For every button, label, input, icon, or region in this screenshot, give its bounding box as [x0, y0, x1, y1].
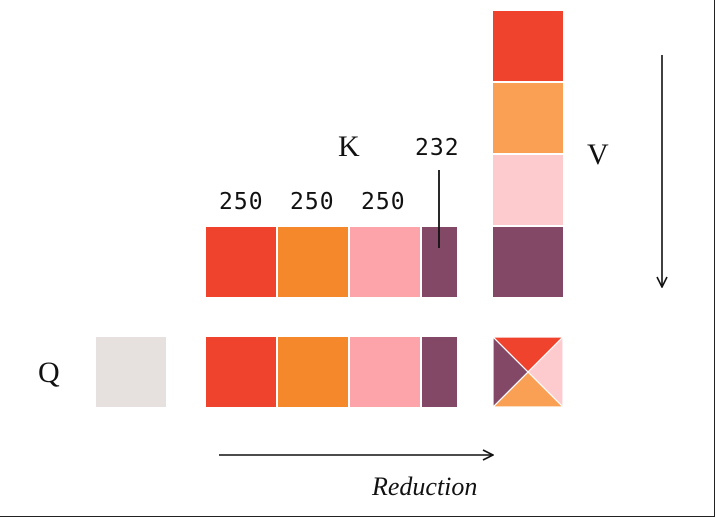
output-triangle-left — [492, 335, 529, 409]
k-block-1 — [206, 227, 276, 297]
q-label: Q — [38, 356, 60, 389]
product-block-2 — [278, 337, 348, 407]
k-block-size-4: 232 — [415, 135, 460, 161]
v-block-3 — [493, 155, 563, 225]
k-label: K — [338, 130, 360, 163]
output-block — [491, 335, 565, 409]
q-block — [96, 337, 166, 407]
k-block-3 — [350, 227, 420, 297]
k-block-size-2: 250 — [290, 189, 335, 215]
k-block-size-3: 250 — [361, 189, 406, 215]
reduction-label: Reduction — [372, 472, 478, 501]
product-block-3 — [350, 337, 420, 407]
v-block-1 — [493, 11, 563, 81]
k-block-2 — [278, 227, 348, 297]
v-label: V — [587, 138, 609, 171]
v-block-2 — [493, 83, 563, 153]
v-block-4 — [493, 227, 563, 297]
product-block-1 — [206, 337, 276, 407]
k-block-size-1: 250 — [219, 189, 264, 215]
product-block-4 — [422, 337, 457, 407]
